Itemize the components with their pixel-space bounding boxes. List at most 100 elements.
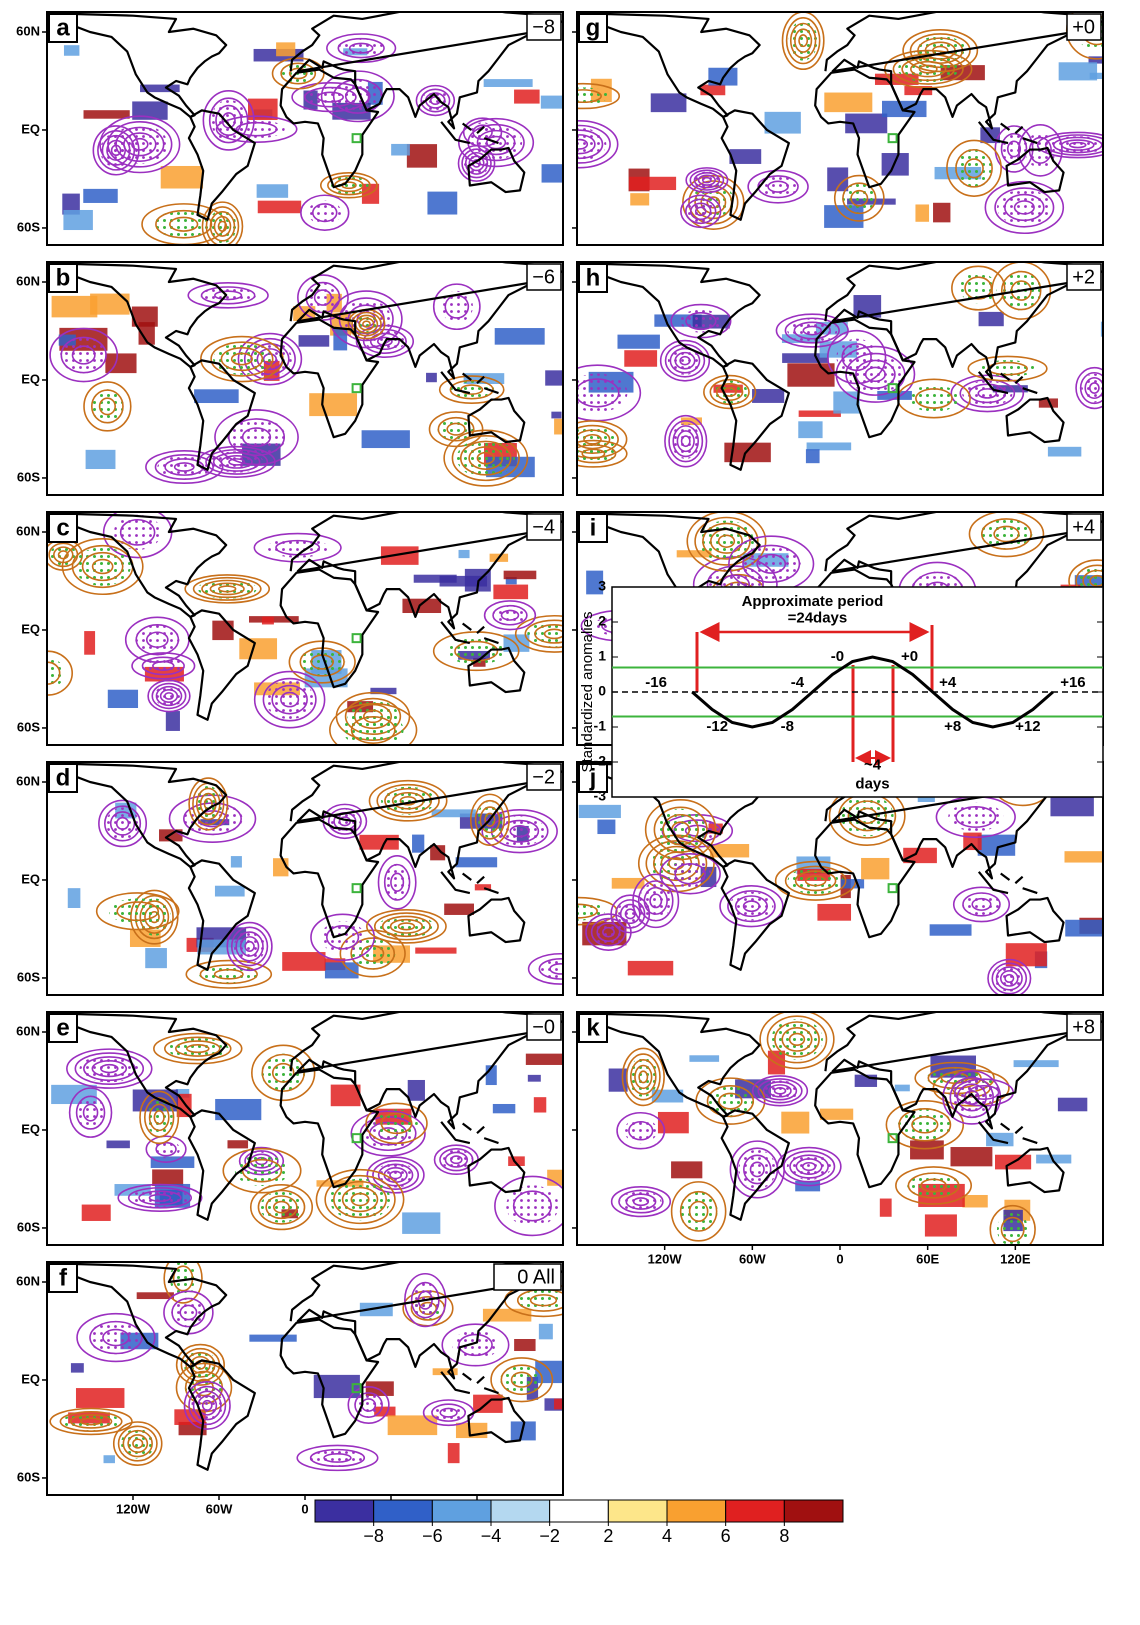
panel-lag: +2 <box>1072 266 1095 288</box>
anomaly-patch <box>212 621 233 640</box>
panel-frame <box>47 1262 563 1495</box>
anomaly-patch <box>651 93 687 112</box>
stipple <box>671 423 700 459</box>
annotation: ~4 <box>864 756 882 773</box>
lat-label: 60N <box>16 1023 40 1038</box>
anomaly-patch <box>798 421 822 438</box>
anomaly-patch <box>258 201 301 214</box>
lat-label: 60N <box>16 23 40 38</box>
map-panel <box>64 756 593 988</box>
anomaly-patch <box>299 335 330 347</box>
target-box <box>889 134 897 142</box>
anomaly-patch <box>962 1195 987 1207</box>
anomaly-patch <box>391 144 410 156</box>
lat-label: 60S <box>17 1219 40 1234</box>
figure: a−860NEQ60Sb−660NEQ60Sc−460NEQ60Sd−260NE… <box>0 0 1140 1620</box>
stipple <box>376 1163 416 1188</box>
anomaly-patch <box>1048 447 1081 457</box>
colorbar-label: 8 <box>779 1526 789 1546</box>
colorbar-label: 4 <box>662 1526 672 1546</box>
anomaly-patch <box>752 389 784 403</box>
anomaly-patch <box>933 203 950 223</box>
panel-lag: +4 <box>1072 516 1095 538</box>
anomaly-patch <box>597 820 615 834</box>
anomaly-patch <box>861 858 889 879</box>
anomaly-patch <box>166 711 180 731</box>
panel-letter: k <box>586 1014 600 1041</box>
colorbar-label: −2 <box>539 1526 560 1546</box>
colorbar-label: 6 <box>721 1526 731 1546</box>
anomaly-patch <box>781 1112 809 1134</box>
stipple <box>761 1080 799 1101</box>
anomaly-patch <box>979 312 1004 326</box>
stipple <box>994 965 1024 991</box>
anomaly-patch <box>194 389 239 403</box>
anomaly-patch <box>539 1324 553 1340</box>
anomaly-patch <box>1059 62 1097 80</box>
anomaly-patch <box>554 1399 595 1410</box>
anomaly-patch <box>1050 797 1093 816</box>
anomaly-patch <box>215 886 245 897</box>
anomaly-patch <box>729 149 761 164</box>
anomaly-patch <box>440 576 487 587</box>
panel-lag: −4 <box>532 516 555 538</box>
panel-letter: e <box>56 1014 69 1041</box>
anomaly-patch <box>427 192 457 215</box>
anomaly-patch <box>514 1339 535 1351</box>
anomaly-patch <box>71 1363 84 1372</box>
anomaly-patch <box>534 1097 546 1112</box>
annotation: -4 <box>791 674 805 691</box>
colorbar-box <box>315 1500 374 1522</box>
lon-label: 120E <box>1000 1251 1031 1266</box>
y-axis-label: Standardized anomalies <box>579 612 596 773</box>
panel-letter: i <box>590 514 597 541</box>
stipple <box>771 1019 823 1060</box>
anomaly-patch <box>930 924 972 935</box>
lon-label: 120W <box>116 1501 151 1516</box>
map-panel <box>62 6 572 251</box>
lat-label: EQ <box>21 871 40 886</box>
y-tick-label: -1 <box>594 718 607 734</box>
anomaly-patch <box>257 184 288 198</box>
target-box <box>353 134 361 142</box>
map-panel <box>542 1 1132 233</box>
panel-letter: b <box>56 264 71 291</box>
map-panel <box>595 1006 1103 1253</box>
anomaly-patch <box>161 166 203 189</box>
anomaly-patch <box>239 638 277 659</box>
colorbar-box <box>726 1500 785 1522</box>
panel-lag: +8 <box>1072 1016 1095 1038</box>
anomaly-patch <box>227 1140 248 1148</box>
colorbar-label: −4 <box>481 1526 502 1546</box>
lon-label: 60E <box>916 1251 939 1266</box>
annotation: =24days <box>788 609 848 626</box>
anomaly-patch <box>629 177 676 190</box>
anomaly-patch <box>1065 920 1105 937</box>
annotation: -16 <box>645 674 667 691</box>
lat-label: 60N <box>16 1273 40 1288</box>
stipple <box>379 915 434 938</box>
lon-label: 0 <box>836 1251 843 1266</box>
anomaly-patch <box>547 1170 581 1186</box>
anomaly-patch <box>415 948 456 954</box>
map-panel <box>22 506 593 756</box>
annotation: -0 <box>831 648 844 665</box>
stipple <box>154 685 183 707</box>
anomaly-patch <box>362 430 410 448</box>
lat-label: 60N <box>16 273 40 288</box>
target-box <box>353 384 361 392</box>
target-box <box>889 884 897 892</box>
anomaly-patch <box>820 1109 853 1120</box>
colorbar-box <box>491 1500 550 1522</box>
anomaly-patch <box>526 1054 566 1065</box>
anomaly-patch <box>671 1161 702 1178</box>
panel-lag: +0 <box>1072 16 1095 38</box>
anomaly-patch <box>426 373 437 382</box>
stipple <box>629 1057 658 1097</box>
panel-letter: f <box>59 1264 68 1291</box>
anomaly-patch <box>276 42 295 56</box>
anomaly-patch <box>504 571 537 580</box>
y-tick-label: 1 <box>598 648 606 664</box>
anomaly-patch <box>787 363 834 386</box>
anomaly-patch <box>444 904 474 915</box>
